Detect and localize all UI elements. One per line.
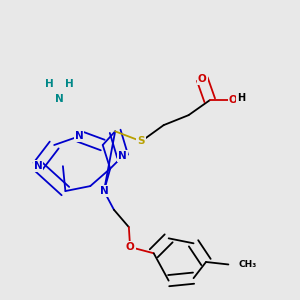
Text: N: N [118, 151, 127, 161]
Text: N: N [55, 94, 64, 104]
Text: O: O [198, 74, 207, 84]
Text: O: O [229, 95, 238, 105]
Text: N: N [100, 186, 108, 196]
Text: N: N [75, 131, 83, 141]
Text: O: O [126, 242, 134, 252]
Text: S: S [137, 136, 145, 146]
Text: H: H [45, 79, 54, 89]
Text: CH₃: CH₃ [238, 260, 256, 269]
Text: N: N [34, 161, 42, 171]
Text: H: H [237, 93, 245, 103]
Text: H: H [65, 79, 74, 89]
